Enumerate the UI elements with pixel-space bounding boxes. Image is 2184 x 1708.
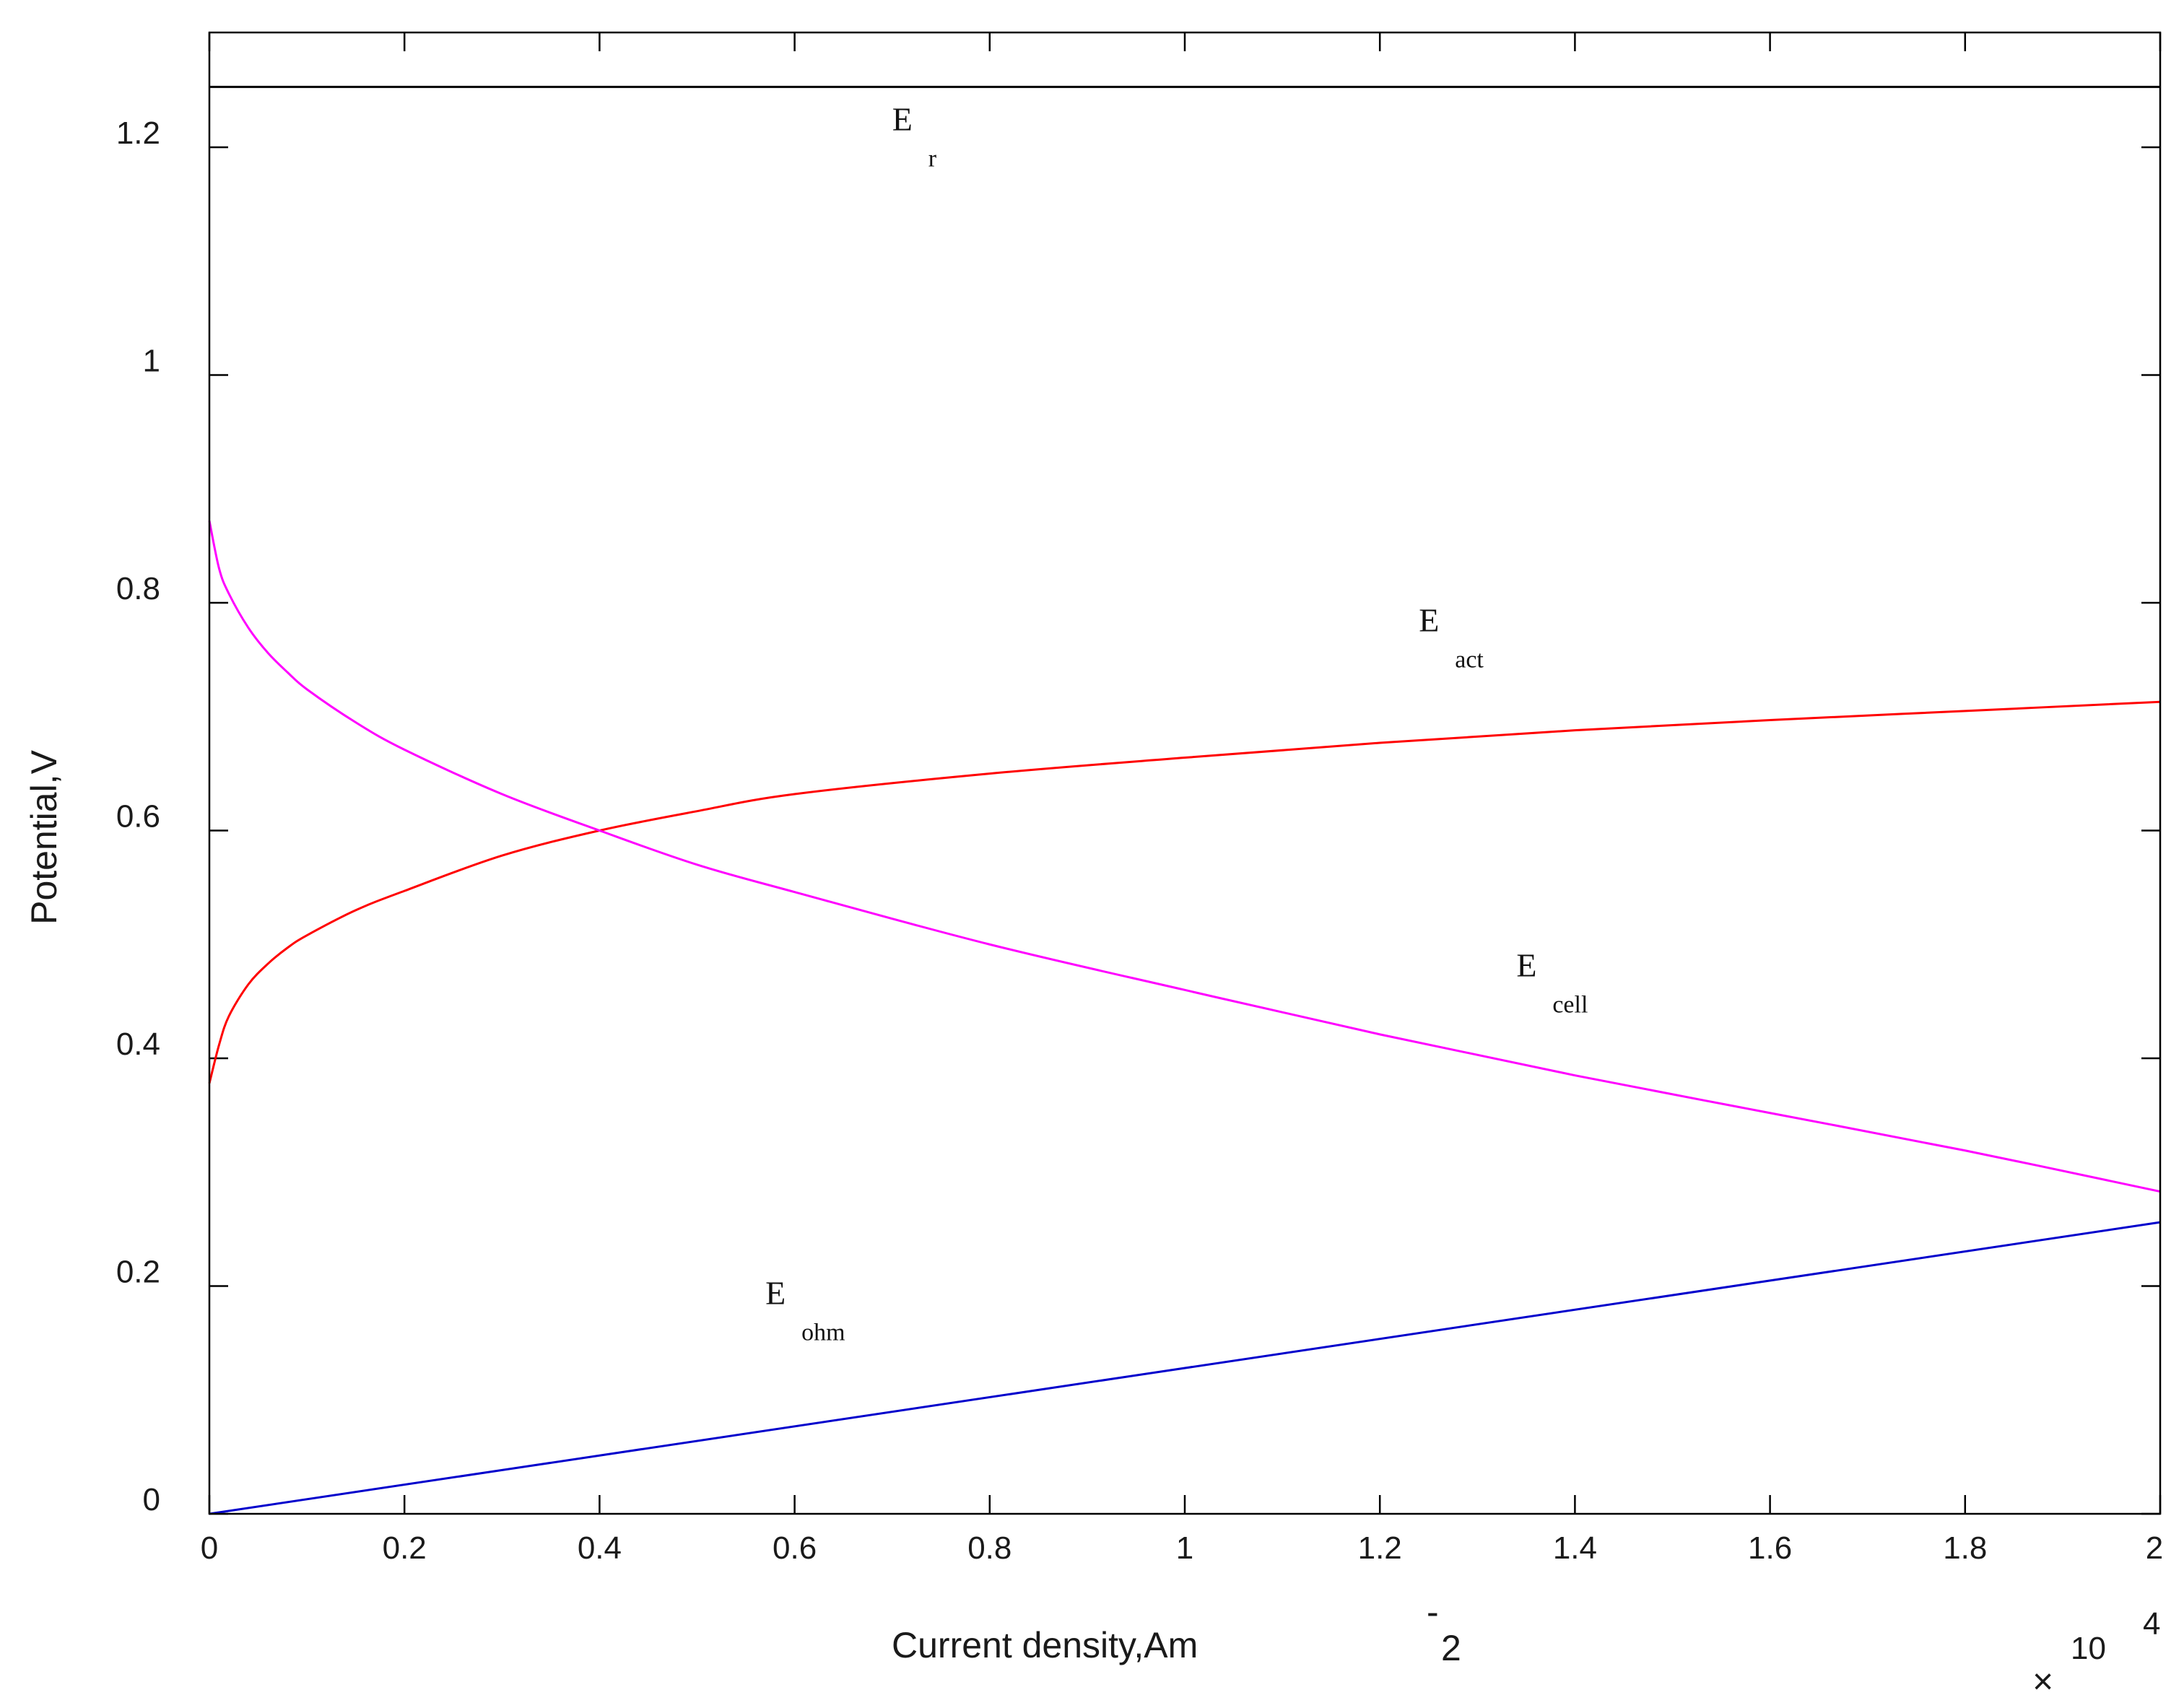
y-tick-label: 0.6 <box>116 799 160 835</box>
multiplier-base: 10 <box>2071 1631 2106 1666</box>
x-tick-label: 0 <box>201 1530 218 1566</box>
x-tick-label: 1.8 <box>1943 1530 1987 1566</box>
y-tick-label: 1 <box>143 344 160 379</box>
series-label-e-r: Er <box>892 100 937 172</box>
x-tick-label: 0.6 <box>773 1530 817 1566</box>
series-line-e-ohm <box>209 1221 2161 1515</box>
series-label-subscript: cell <box>1552 991 1588 1018</box>
x-tick-label: 1.6 <box>1748 1530 1792 1566</box>
x-axis-multiplier: × 10 4 <box>2032 1606 2160 1702</box>
ticks-layer: 0 0.2 0.4 0.6 0.8 1 1.2 1.4 1.6 1.8 2 0 0.2 0.4 0.6 0.8… <box>116 32 2163 1566</box>
y-tick-label: 0.2 <box>116 1255 160 1290</box>
x-axis-label-superscript: - <box>1427 1592 1439 1632</box>
series-line-e-cell <box>208 520 2161 1193</box>
series-label-main: E <box>765 1275 786 1312</box>
y-tick-label: 0 <box>143 1482 160 1517</box>
x-axis-label: Current density,Am <box>892 1625 1198 1665</box>
series-label-subscript: ohm <box>801 1320 845 1346</box>
multiplier-symbol: × <box>2032 1661 2053 1702</box>
x-tick-label: 0.4 <box>578 1530 622 1566</box>
series-label-subscript: r <box>928 145 937 172</box>
x-axis-label-exponent: 2 <box>1441 1628 1461 1668</box>
x-tick-label: 1 <box>1176 1530 1193 1566</box>
series-label-main: E <box>1516 946 1536 983</box>
y-tick-label: 1.2 <box>116 116 160 151</box>
multiplier-exponent: 4 <box>2143 1606 2160 1642</box>
series-label-main: E <box>892 100 913 137</box>
x-tick-label: 2 <box>2146 1530 2163 1566</box>
plot-frame <box>208 31 2162 1515</box>
series-label-main: E <box>1419 601 1439 638</box>
x-tick-label: 0.2 <box>383 1530 427 1566</box>
series-line-e-act <box>208 700 2161 1084</box>
series-label-subscript: act <box>1455 646 1484 673</box>
y-axis-label: Potential,V <box>24 749 64 924</box>
y-tick-label: 0.4 <box>116 1027 160 1062</box>
series-layer <box>208 85 2161 1515</box>
x-tick-label: 0.8 <box>967 1530 1011 1566</box>
x-tick-label: 1.2 <box>1358 1530 1402 1566</box>
y-tick-label: 0.8 <box>116 571 160 606</box>
x-tick-label: 1.4 <box>1553 1530 1597 1566</box>
